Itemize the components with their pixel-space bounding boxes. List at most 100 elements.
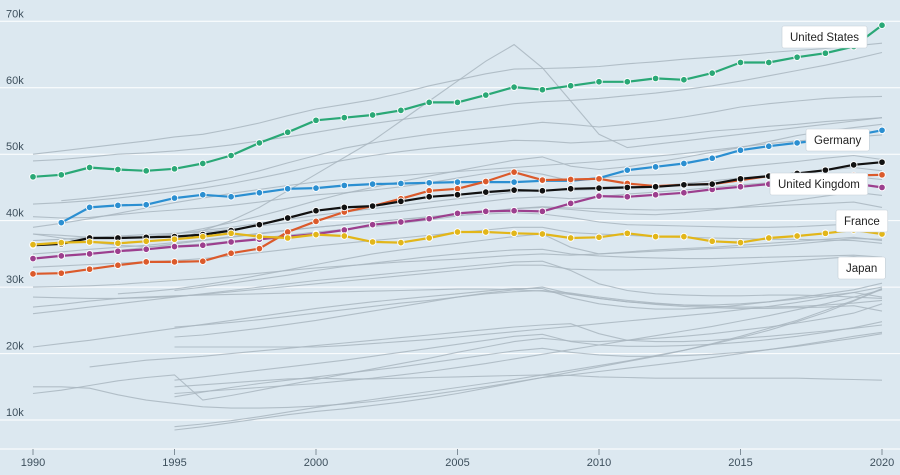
data-point-japan[interactable]: [680, 232, 688, 241]
data-point-united-states[interactable]: [397, 106, 405, 115]
data-point-united-states[interactable]: [680, 76, 688, 84]
data-point-japan[interactable]: [170, 235, 179, 244]
data-point-france[interactable]: [595, 175, 603, 183]
data-point-united-states[interactable]: [821, 49, 830, 57]
data-point-united-states[interactable]: [142, 167, 150, 175]
data-point-united-kingdom[interactable]: [283, 214, 292, 222]
data-point-germany[interactable]: [170, 194, 179, 202]
data-point-italy[interactable]: [623, 193, 632, 201]
data-point-united-kingdom[interactable]: [566, 185, 575, 193]
data-point-united-states[interactable]: [85, 163, 94, 172]
data-point-italy[interactable]: [29, 254, 37, 263]
data-point-japan[interactable]: [255, 232, 264, 241]
data-point-united-kingdom[interactable]: [312, 206, 320, 215]
data-point-united-kingdom[interactable]: [397, 197, 405, 206]
data-point-france[interactable]: [482, 177, 490, 186]
data-point-germany[interactable]: [793, 139, 801, 147]
data-point-italy[interactable]: [878, 183, 886, 192]
data-point-france[interactable]: [566, 175, 575, 184]
data-point-united-states[interactable]: [114, 165, 122, 174]
data-point-japan[interactable]: [199, 232, 207, 241]
data-point-germany[interactable]: [283, 185, 292, 193]
data-point-united-kingdom[interactable]: [736, 175, 745, 183]
data-point-italy[interactable]: [142, 245, 150, 254]
data-point-italy[interactable]: [170, 242, 179, 251]
data-point-france[interactable]: [57, 269, 66, 277]
data-point-germany[interactable]: [878, 126, 886, 135]
data-point-germany[interactable]: [85, 203, 94, 212]
data-point-japan[interactable]: [793, 232, 801, 240]
data-point-germany[interactable]: [680, 159, 688, 168]
data-point-germany[interactable]: [340, 181, 349, 190]
data-point-united-states[interactable]: [312, 116, 320, 125]
data-point-japan[interactable]: [114, 239, 122, 248]
data-point-italy[interactable]: [114, 247, 122, 255]
data-point-united-states[interactable]: [29, 173, 37, 181]
data-point-japan[interactable]: [651, 232, 660, 241]
data-point-italy[interactable]: [736, 183, 745, 191]
data-point-united-states[interactable]: [453, 98, 462, 107]
data-point-united-states[interactable]: [368, 111, 377, 119]
data-point-france[interactable]: [312, 217, 320, 226]
data-point-france[interactable]: [29, 270, 37, 278]
data-point-japan[interactable]: [425, 234, 433, 242]
data-point-united-states[interactable]: [199, 159, 207, 168]
data-point-germany[interactable]: [765, 142, 773, 150]
data-point-france[interactable]: [878, 171, 886, 179]
data-point-united-kingdom[interactable]: [680, 181, 688, 189]
data-point-italy[interactable]: [651, 191, 660, 199]
data-point-united-states[interactable]: [482, 91, 490, 99]
data-point-japan[interactable]: [283, 234, 292, 242]
data-point-italy[interactable]: [397, 218, 405, 226]
data-point-germany[interactable]: [57, 218, 66, 227]
data-point-united-kingdom[interactable]: [623, 183, 632, 192]
data-point-japan[interactable]: [29, 240, 37, 249]
series-united-states[interactable]: [29, 21, 886, 181]
data-point-germany[interactable]: [510, 178, 518, 186]
data-point-japan[interactable]: [736, 238, 745, 247]
data-point-germany[interactable]: [736, 146, 745, 154]
data-point-united-states[interactable]: [340, 113, 349, 122]
data-point-germany[interactable]: [368, 180, 377, 188]
data-point-france[interactable]: [85, 265, 94, 273]
data-point-germany[interactable]: [453, 178, 462, 186]
data-point-france[interactable]: [199, 257, 207, 265]
data-point-germany[interactable]: [255, 189, 264, 197]
data-point-germany[interactable]: [425, 179, 433, 187]
data-point-italy[interactable]: [425, 214, 433, 223]
data-point-france[interactable]: [114, 261, 122, 269]
data-point-germany[interactable]: [199, 191, 207, 199]
data-point-france[interactable]: [227, 249, 235, 257]
data-point-germany[interactable]: [708, 154, 716, 162]
data-point-united-kingdom[interactable]: [538, 187, 547, 195]
data-point-united-kingdom[interactable]: [482, 188, 490, 196]
data-point-italy[interactable]: [680, 189, 688, 197]
data-point-united-states[interactable]: [57, 171, 66, 179]
data-point-united-states[interactable]: [283, 128, 292, 137]
data-point-france[interactable]: [170, 258, 179, 266]
data-point-united-kingdom[interactable]: [453, 191, 462, 199]
data-point-japan[interactable]: [510, 229, 518, 238]
data-point-united-kingdom[interactable]: [340, 203, 349, 212]
data-point-japan[interactable]: [397, 238, 405, 247]
data-point-united-states[interactable]: [538, 85, 547, 94]
data-point-united-kingdom[interactable]: [368, 202, 377, 210]
data-point-japan[interactable]: [368, 238, 377, 246]
data-point-italy[interactable]: [368, 220, 377, 229]
data-point-united-states[interactable]: [227, 151, 235, 160]
data-point-japan[interactable]: [312, 230, 320, 239]
series-line-germany[interactable]: [60, 129, 883, 224]
data-point-japan[interactable]: [227, 229, 235, 238]
data-point-united-kingdom[interactable]: [878, 158, 886, 166]
data-point-italy[interactable]: [227, 238, 235, 246]
data-point-italy[interactable]: [199, 241, 207, 250]
data-point-united-kingdom[interactable]: [849, 161, 858, 169]
data-point-france[interactable]: [538, 176, 547, 184]
data-point-japan[interactable]: [708, 237, 716, 246]
data-point-germany[interactable]: [651, 163, 660, 171]
data-point-united-states[interactable]: [651, 74, 660, 83]
data-point-united-states[interactable]: [708, 69, 716, 77]
data-point-italy[interactable]: [453, 209, 462, 218]
data-point-italy[interactable]: [482, 207, 490, 216]
data-point-france[interactable]: [510, 168, 518, 176]
